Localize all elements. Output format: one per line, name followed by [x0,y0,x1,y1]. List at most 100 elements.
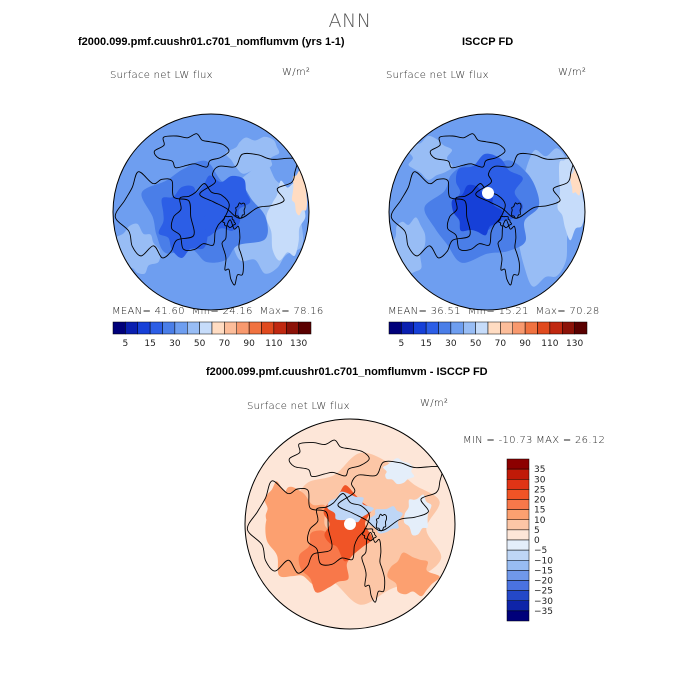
coastline [498,215,513,229]
colorbar-tick-label: −30 [534,597,553,607]
colorbar-swatch [537,321,551,335]
colorbar-swatch [224,321,237,335]
map-border-1 [112,113,310,311]
colorbar-tick-label: 70 [219,339,231,349]
colorbar-swatch [112,321,126,335]
colorbar-swatch [506,539,530,551]
coastline [153,133,230,169]
colorbar-swatch [298,321,312,335]
coastline [375,513,388,532]
colorbar-tick-label: 0 [534,536,540,546]
map-border-2 [388,113,586,311]
panel2-min-value: 15.21 [498,306,529,317]
panel2-stats: MEAN= 36.51 Min= 15.21 Max= 70.28 [388,306,600,317]
colorbar-swatch [286,321,299,335]
colorbar-swatch [187,321,200,335]
colorbar-swatch [211,321,225,335]
panel1-mean-value: 41.60 [154,306,185,317]
colorbar-swatch [549,321,563,335]
colorbar-tick-label: 70 [495,339,507,349]
panel1-title: f2000.099.pmf.cuushr01.c701_nomflumvm (y… [78,36,345,48]
colorbar-swatch [137,321,151,335]
colorbar-tick-label: 90 [243,339,255,349]
colorbar-swatch [506,458,530,470]
panel2-field-label: Surface net LW flux [386,70,489,81]
colorbar-swatch [506,600,530,612]
panel2-mean-value: 36.51 [430,306,461,317]
colorbar-tick-label: 130 [290,339,307,349]
colorbar-tick-label: 5 [123,339,129,349]
map-panel-2 [389,114,585,310]
colorbar-swatch [506,529,530,541]
colorbar-tick-label: 15 [144,339,155,349]
colorbar-tick-label: 25 [534,485,545,495]
panel1-mean-label: MEAN= [112,306,152,317]
coastline [475,152,574,219]
colorbar-swatch [506,499,530,510]
contour-region [368,506,403,534]
panel1-max-value: 78.16 [293,306,324,317]
colorbar-tick-label: −35 [534,607,553,617]
colorbar-swatch [524,321,538,335]
colorbar-swatch [506,509,530,520]
colorbar-swatch [162,321,176,335]
colorbar-swatch [500,321,513,335]
colorbar-swatch [463,321,476,335]
panel2-max-label: Max= [535,306,566,317]
panel2-max-value: 70.28 [569,306,600,317]
coastline [222,215,237,229]
contour-region [225,136,280,174]
coastline [199,152,298,219]
colorbar-swatch [506,580,530,591]
colorbar-tick-label: 35 [534,465,545,475]
colorbar-swatch [506,560,530,571]
coastline [390,171,471,259]
colorbar-swatch [248,321,262,335]
colorbar-tick-label: 15 [420,339,431,349]
panel3-min-label: MIN = [463,435,496,446]
panel3-units-label: W/m² [420,398,449,409]
panel1-max-label: Max= [259,306,290,317]
coastline [307,493,371,566]
page-title: ANN [328,10,372,32]
panel2-title: ISCCP FD [462,36,514,48]
colorbar-tick-label: 5 [534,526,540,536]
coastline [246,480,333,574]
contour-region [158,185,209,259]
colorbar-tick-label: −25 [534,587,553,597]
colorbar-tick-label: 50 [470,339,482,349]
colorbar-tick-label: 30 [169,339,181,349]
coastline [361,532,386,603]
colorbar-swatch [562,321,575,335]
map-panel-1 [113,114,309,310]
panel3-stats: MIN = -10.73 MAX = 26.12 [463,435,605,446]
colorbar-swatch [388,321,402,335]
colorbar-swatch [506,479,530,490]
colorbar-tick-label: −5 [534,546,547,556]
colorbar-swatch [125,321,138,335]
panel1-stats: MEAN= 41.60 Min= 24.16 Max= 78.16 [112,306,324,317]
colorbar-swatch [413,321,427,335]
colorbar-swatch [512,321,526,335]
colorbar-tick-label: 30 [445,339,457,349]
panel2-min-label: Min= [467,306,496,317]
colorbar-tick-label: −10 [534,556,553,566]
map-border-3 [244,418,456,630]
colorbar-tick-label: 30 [534,475,546,485]
panel1-units-label: W/m² [282,67,311,78]
contour-region [264,481,292,534]
panel2-units-label: W/m² [558,67,587,78]
colorbar-tick-label: 5 [399,339,405,349]
colorbar-tick-label: −20 [534,577,553,587]
pole-hole-diff [344,518,356,530]
colorbar-tick-label: 110 [265,339,282,349]
colorbar-swatch [506,489,530,500]
colorbar-swatch [174,321,188,335]
colorbar-tick-label: 15 [534,506,545,516]
colorbar-swatch [450,321,464,335]
coastline [114,171,195,259]
colorbar-tick-label: 130 [566,339,583,349]
contour-region [387,552,440,597]
colorbar-swatch [506,468,530,480]
coastline [497,219,520,286]
